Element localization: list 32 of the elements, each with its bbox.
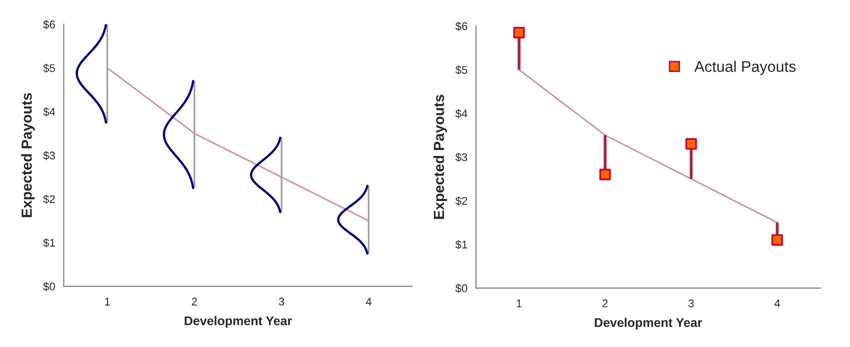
y-tick-label: $5 bbox=[43, 64, 55, 73]
x-axis-title: Development Year bbox=[594, 318, 702, 330]
x-tick-label: 3 bbox=[278, 298, 284, 306]
point bbox=[771, 234, 783, 246]
y-tick-label: $6 bbox=[43, 20, 55, 30]
y-tick-label: $1 bbox=[455, 240, 468, 250]
x-tick-label: 4 bbox=[366, 298, 372, 306]
point bbox=[599, 168, 611, 180]
x-tick-label: 3 bbox=[688, 299, 694, 308]
y-tick-label: $3 bbox=[455, 152, 468, 162]
y-tick-label: $2 bbox=[43, 194, 55, 204]
x-tick-label: 1 bbox=[516, 300, 522, 308]
point bbox=[513, 26, 525, 38]
x-axis-title: Development Year bbox=[184, 316, 292, 328]
y-tick-label: $0 bbox=[455, 284, 468, 293]
x-tick-label: 2 bbox=[192, 298, 197, 306]
y-tick-label: $0 bbox=[43, 282, 55, 292]
y-tick-label: $1 bbox=[43, 238, 55, 248]
point bbox=[685, 138, 697, 150]
y-tick-label: $6 bbox=[455, 22, 468, 31]
legend-label: Actual Payouts bbox=[694, 60, 796, 75]
y-tick-label: $3 bbox=[43, 151, 55, 160]
y-tick-label: $5 bbox=[455, 65, 468, 74]
y-axis-title: Expected Payouts bbox=[433, 94, 447, 219]
y-tick-label: $4 bbox=[455, 109, 468, 118]
y-tick-label: $4 bbox=[43, 107, 56, 116]
x-tick-label: 2 bbox=[602, 299, 608, 308]
x-tick-label: 4 bbox=[774, 300, 780, 308]
line-series bbox=[106, 67, 370, 222]
y-axis-title: Expected Payouts bbox=[21, 93, 35, 218]
x-tick-label: 1 bbox=[105, 298, 110, 306]
y-tick-label: $2 bbox=[455, 196, 468, 206]
